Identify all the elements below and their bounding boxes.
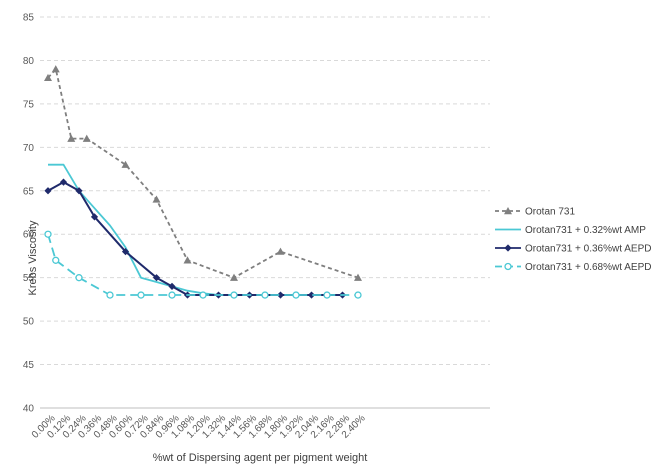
series-line [47,68,359,279]
gridlines [40,16,490,409]
x-axis-label: %wt of Dispersing agent per pigment weig… [153,452,368,464]
y-tick-label: 85 [23,13,35,24]
data-point [199,291,207,299]
data-point [90,213,99,221]
data-point [292,291,300,299]
data-point [152,195,161,203]
data-point [152,274,161,282]
series-group [44,65,362,299]
y-axis-label: Krebs Viscosity [27,220,39,295]
legend-marker [504,207,512,215]
x-axis-ticks: 0.00%0.12%0.24%0.36%0.48%0.60%0.72%0.84%… [30,413,368,441]
data-point [168,291,176,299]
legend-item: Orotan731 + 0.36%wt AEPD [495,244,651,255]
data-point [67,134,76,142]
data-point [230,291,238,299]
data-point [183,256,192,264]
data-point [230,273,238,281]
data-point [323,291,331,299]
data-point [354,273,362,281]
y-tick-label: 80 [23,56,35,67]
legend: Orotan 731 Orotan731 + 0.32%wt AMP Orotan7… [495,207,651,273]
legend-item: Orotan731 + 0.68%wt AEPD [495,262,651,273]
data-point [44,73,52,82]
legend-item: Orotan731 + 0.32%wt AMP [495,225,646,236]
y-tick-label: 65 [23,186,35,197]
data-point [137,291,145,299]
data-point [75,274,83,282]
series-line [48,163,343,296]
y-tick-label: 50 [23,317,35,328]
y-tick-label: 60 [23,230,35,241]
data-point [44,230,52,238]
series-line [47,233,358,296]
y-tick-label: 70 [23,143,35,154]
legend-label: Orotan731 + 0.68%wt AEPD [525,262,651,273]
data-point [106,291,114,299]
series-1 [44,65,362,281]
y-tick-label: 55 [23,273,35,284]
legend-marker [504,262,512,271]
y-axis-ticks: 40 45 50 55 60 65 70 75 80 85 [23,13,35,415]
data-point [121,248,130,256]
legend-label: Orotan731 + 0.32%wt AMP [525,225,646,236]
series-2 [48,163,343,296]
data-point [276,247,285,255]
y-tick-label: 75 [23,99,35,110]
data-point [261,291,269,299]
data-point [51,65,60,73]
data-point [59,178,68,186]
series-4 [44,230,362,299]
data-point [52,256,60,264]
series-3 [44,178,347,299]
legend-item: Orotan 731 [495,207,575,218]
data-point [307,291,316,299]
data-point [121,160,130,168]
legend-marker [504,244,512,252]
data-point [276,291,285,299]
data-point [168,282,176,290]
y-tick-label: 40 [23,404,35,415]
legend-label: Orotan731 + 0.36%wt AEPD [525,244,651,255]
data-point [82,134,91,142]
y-tick-label: 45 [23,360,35,371]
data-point [354,291,362,299]
data-point [75,187,83,195]
data-point [44,187,52,195]
legend-label: Orotan 731 [525,207,575,218]
